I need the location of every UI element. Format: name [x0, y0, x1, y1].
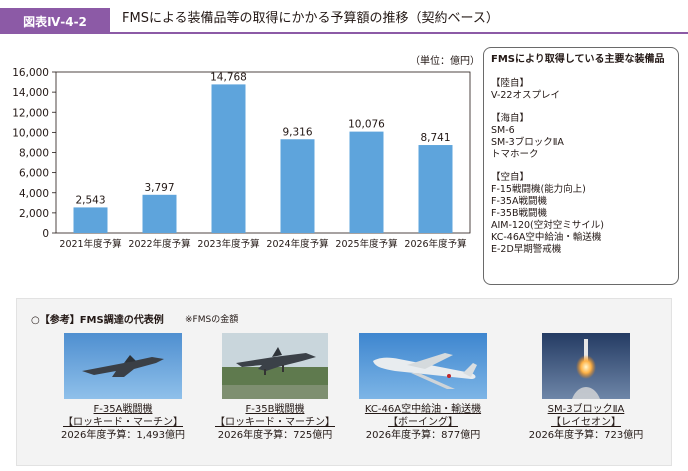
- example-maker: 【ボーイング】: [388, 417, 458, 428]
- example-maker: 【ロッキード・マーチン】: [63, 417, 183, 428]
- example-budget: 2026年度予算：723億円: [528, 430, 644, 441]
- y-tick-label: 12,000: [12, 107, 49, 119]
- stovl-jet-icon: [222, 333, 328, 399]
- equipment-item: V-22オスプレイ: [491, 90, 560, 101]
- example-caption-f35a: F-35A戦闘機 【ロッキード・マーチン】 2026年度予算：1,493億円: [38, 403, 208, 442]
- bar-value-label: 14,768: [210, 71, 247, 83]
- equipment-list-box: FMSにより取得している主要な装備品 【陸自】 V-22オスプレイ 【海自】 S…: [483, 47, 679, 285]
- budget-bar-chart: 0 2,000 4,000 6,000 8,000 10,000 12,000 14,000 1…: [12, 67, 471, 250]
- example-name: F-35A戦闘機: [93, 404, 153, 415]
- x-category-label: 2026年度予算: [404, 238, 466, 250]
- bar-value-label: 10,076: [348, 119, 385, 131]
- equipment-item: F-35B戦闘機: [491, 208, 547, 219]
- chart-unit-label: （単位：億円）: [410, 56, 480, 67]
- example-maker: 【レイセオン】: [551, 417, 621, 428]
- example-caption-sm3: SM-3ブロックⅡA 【レイセオン】 2026年度予算：723億円: [501, 403, 671, 442]
- bar: [349, 131, 384, 233]
- equipment-item: F-15戦闘機(能力向上): [491, 184, 586, 195]
- example-caption-f35b: F-35B戦闘機 【ロッキード・マーチン】 2026年度予算：725億円: [190, 403, 360, 442]
- x-category-label: 2022年度予算: [128, 238, 190, 250]
- x-category-label: 2023年度予算: [197, 238, 259, 250]
- y-tick-label: 8,000: [19, 148, 49, 160]
- fighter-jet-icon: [64, 333, 182, 399]
- y-tick-label: 0: [42, 228, 49, 240]
- equipment-group-heading: 【空自】: [491, 172, 530, 183]
- reference-title: ○【参考】FMS調達の代表例: [31, 315, 164, 326]
- bar: [142, 194, 177, 233]
- example-maker: 【ロッキード・マーチン】: [215, 417, 335, 428]
- equipment-item: AIM-120(空対空ミサイル): [491, 220, 604, 231]
- bar: [211, 84, 246, 233]
- bar: [73, 207, 108, 233]
- x-category-label: 2021年度予算: [59, 238, 121, 250]
- example-budget: 2026年度予算：725億円: [217, 430, 333, 441]
- equipment-item: SM-3ブロックⅡA: [491, 137, 564, 148]
- example-caption-kc46a: KC-46A空中給油・輸送機 【ボーイング】 2026年度予算：877億円: [338, 403, 508, 442]
- equipment-item: KC-46A空中給油・輸送機: [491, 232, 602, 243]
- bar: [280, 139, 315, 233]
- equipment-item: F-35A戦闘機: [491, 196, 547, 207]
- y-tick-label: 16,000: [12, 67, 49, 79]
- y-tick-label: 2,000: [19, 208, 49, 220]
- equipment-group-gsdf: 【陸自】 V-22オスプレイ: [491, 78, 671, 102]
- x-category-label: 2025年度予算: [335, 238, 397, 250]
- figure-title: FMSによる装備品等の取得にかかる予算額の推移（契約ベース）: [122, 11, 499, 26]
- equipment-list-title: FMSにより取得している主要な装備品: [491, 54, 665, 65]
- equipment-group-heading: 【海自】: [491, 113, 530, 124]
- example-budget: 2026年度予算：877億円: [365, 430, 481, 441]
- figure-number-badge: 図表Ⅳ-4-2: [0, 8, 110, 34]
- tanker-aircraft-icon: [359, 333, 487, 399]
- example-name: KC-46A空中給油・輸送機: [364, 404, 482, 415]
- y-tick-label: 4,000: [19, 188, 49, 200]
- example-name: F-35B戦闘機: [245, 404, 305, 415]
- equipment-item: E-2D早期警戒機: [491, 244, 562, 255]
- y-tick-label: 10,000: [12, 127, 49, 139]
- equipment-item: トマホーク: [491, 149, 539, 160]
- example-budget: 2026年度予算：1,493億円: [60, 430, 186, 441]
- y-tick-label: 14,000: [12, 87, 49, 99]
- bar-value-label: 2,543: [75, 194, 105, 206]
- y-tick-label: 6,000: [19, 168, 49, 180]
- bar-value-label: 9,316: [282, 126, 312, 138]
- equipment-group-asdf: 【空自】 F-15戦闘機(能力向上) F-35A戦闘機 F-35B戦闘機 AIM…: [491, 172, 671, 256]
- x-category-label: 2024年度予算: [266, 238, 328, 250]
- equipment-group-msdf: 【海自】 SM-6 SM-3ブロックⅡA トマホーク: [491, 113, 671, 161]
- bar-value-label: 8,741: [420, 132, 450, 144]
- bar-value-label: 3,797: [144, 182, 174, 194]
- example-name: SM-3ブロックⅡA: [547, 404, 625, 415]
- equipment-group-heading: 【陸自】: [491, 78, 530, 89]
- plot-frame: [55, 71, 471, 234]
- missile-launch-icon: [542, 333, 630, 399]
- equipment-item: SM-6: [491, 125, 515, 136]
- reference-note: ※FMSの金額: [185, 315, 239, 325]
- reference-examples-panel: ○【参考】FMS調達の代表例 ※FMSの金額: [16, 298, 672, 466]
- header-rule: [0, 32, 688, 34]
- bar: [418, 145, 453, 233]
